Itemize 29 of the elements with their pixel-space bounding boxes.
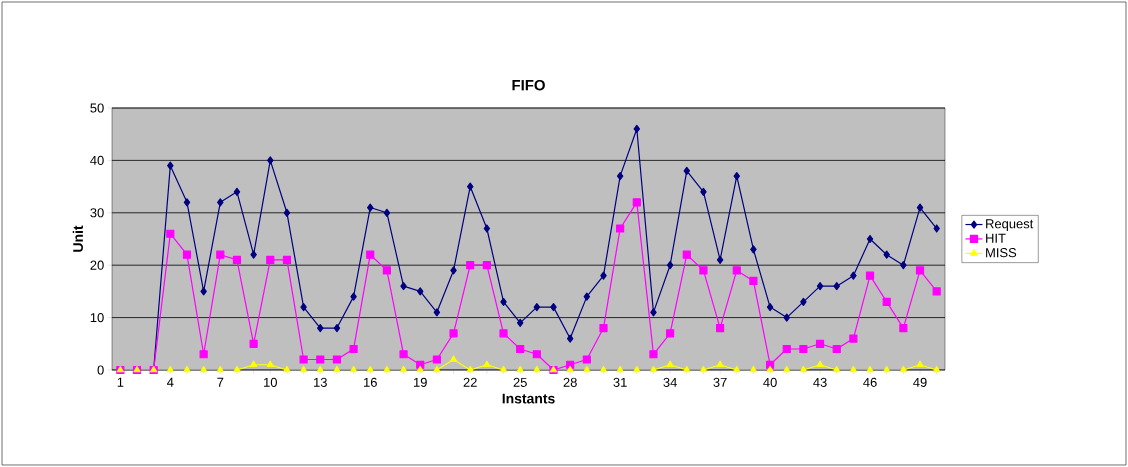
legend-label: HIT [986, 233, 1006, 243]
x-tick-label: 7 [217, 377, 224, 387]
x-tick-label: 4 [167, 377, 174, 387]
x-tick-label: 43 [813, 377, 827, 387]
y-tick-label: 40 [90, 155, 104, 165]
x-tick-label: 16 [364, 377, 377, 387]
x-tick-label: 37 [713, 377, 727, 387]
legend-label: MISS [986, 248, 1017, 258]
x-tick-label: 19 [414, 377, 427, 387]
x-tick-label: 40 [763, 377, 777, 387]
legend-label: Request [986, 219, 1034, 231]
y-axis-title: Unit [72, 225, 83, 252]
y-tick-label: 10 [90, 313, 104, 323]
x-tick-label: 22 [463, 377, 477, 387]
x-tick-label: 31 [613, 377, 627, 387]
x-tick-label: 10 [264, 377, 277, 387]
x-tick-label: 46 [863, 377, 877, 387]
y-tick-label: 50 [90, 103, 104, 113]
x-tick-label: 25 [513, 377, 527, 387]
x-axis-title: Instants [502, 393, 555, 404]
y-tick-label: 20 [90, 260, 104, 270]
y-tick-label: 0 [97, 365, 104, 375]
y-tick-label: 30 [90, 208, 104, 218]
chart-title: FIFO [512, 79, 545, 91]
x-tick-label: 13 [314, 377, 327, 387]
x-tick-label: 34 [663, 377, 677, 387]
x-tick-label: 28 [563, 377, 577, 387]
x-tick-label: 1 [117, 377, 124, 387]
x-tick-label: 49 [913, 377, 927, 387]
